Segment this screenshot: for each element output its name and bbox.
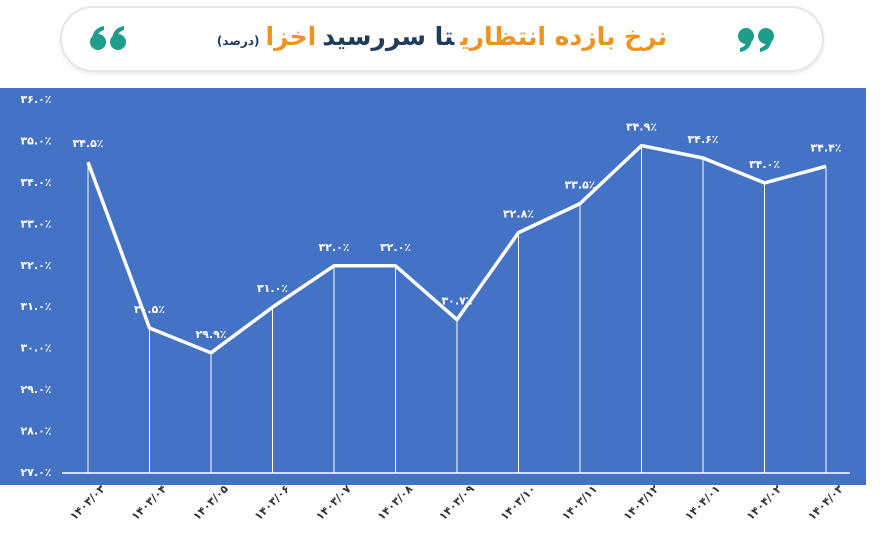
x-tick-label: ۱۴۰۴/۰۱ xyxy=(682,482,723,523)
data-label: ۳۴.۴٪ xyxy=(810,141,841,154)
y-tick-label: ۳۱.۰٪ xyxy=(20,300,51,313)
x-tick-label: ۱۴۰۳/۱۲ xyxy=(621,482,662,523)
y-tick-label: ۳۳.۰٪ xyxy=(20,217,51,230)
plot-background xyxy=(0,88,866,485)
title-note: (درصد) xyxy=(216,34,260,48)
x-tick-label: ۱۴۰۳/۰۳ xyxy=(67,482,108,523)
data-label: ۳۳.۵٪ xyxy=(564,179,595,192)
quote-icons xyxy=(90,26,774,52)
x-tick-label: ۱۴۰۳/۰۷ xyxy=(313,482,354,523)
title-part: اخزا xyxy=(265,22,317,51)
chart-title: نرخ بازده انتظاریتا سررسیداخزا (درصد) xyxy=(62,22,822,51)
title-part: نرخ بازده انتظاری xyxy=(460,22,668,51)
y-tick-label: ۲۸.۰٪ xyxy=(20,425,51,438)
y-tick-label: ۳۵.۰٪ xyxy=(20,134,51,147)
data-label: ۳۱.۰٪ xyxy=(257,282,288,295)
x-tick-label: ۱۴۰۳/۰۴ xyxy=(129,482,170,523)
y-tick-label: ۳۴.۰٪ xyxy=(20,176,51,189)
data-label: ۳۰.۷٪ xyxy=(441,295,472,308)
data-label: ۲۹.۹٪ xyxy=(195,328,226,341)
y-tick-label: ۲۹.۰٪ xyxy=(20,383,51,396)
x-tick-label: ۱۴۰۴/۰۳ xyxy=(805,482,846,523)
data-label: ۳۲.۸٪ xyxy=(503,208,534,221)
x-tick-label: ۱۴۰۳/۰۸ xyxy=(375,482,416,523)
data-label: ۳۴.۰٪ xyxy=(749,158,780,171)
x-tick-label: ۱۴۰۳/۰۵ xyxy=(190,482,231,523)
data-label: ۳۴.۶٪ xyxy=(687,133,718,146)
x-tick-label: ۱۴۰۳/۰۹ xyxy=(436,482,477,523)
y-tick-label: ۳۶.۰٪ xyxy=(20,93,51,106)
data-label: ۳۲.۰٪ xyxy=(318,241,349,254)
x-tick-label: ۱۴۰۳/۱۰ xyxy=(498,482,539,523)
quote-right xyxy=(738,28,774,52)
quote-left xyxy=(90,26,126,50)
y-tick-label: ۳۲.۰٪ xyxy=(20,259,51,272)
data-label: ۳۲.۰٪ xyxy=(380,241,411,254)
title-part: تا سررسید xyxy=(322,22,455,51)
x-tick-label: ۱۴۰۳/۱۱ xyxy=(559,482,600,523)
y-tick-label: ۳۰.۰٪ xyxy=(20,342,51,355)
header: نرخ بازده انتظاریتا سررسیداخزا (درصد) xyxy=(60,6,824,72)
data-label: ۳۰.۵٪ xyxy=(134,303,165,316)
data-label: ۳۴.۵٪ xyxy=(72,137,103,150)
x-tick-label: ۱۴۰۳/۰۶ xyxy=(252,482,293,523)
line xyxy=(86,143,827,355)
x-tick-label: ۱۴۰۴/۰۲ xyxy=(744,482,785,523)
data-label: ۳۴.۹٪ xyxy=(626,121,657,134)
y-tick-label: ۲۷.۰٪ xyxy=(20,466,51,479)
